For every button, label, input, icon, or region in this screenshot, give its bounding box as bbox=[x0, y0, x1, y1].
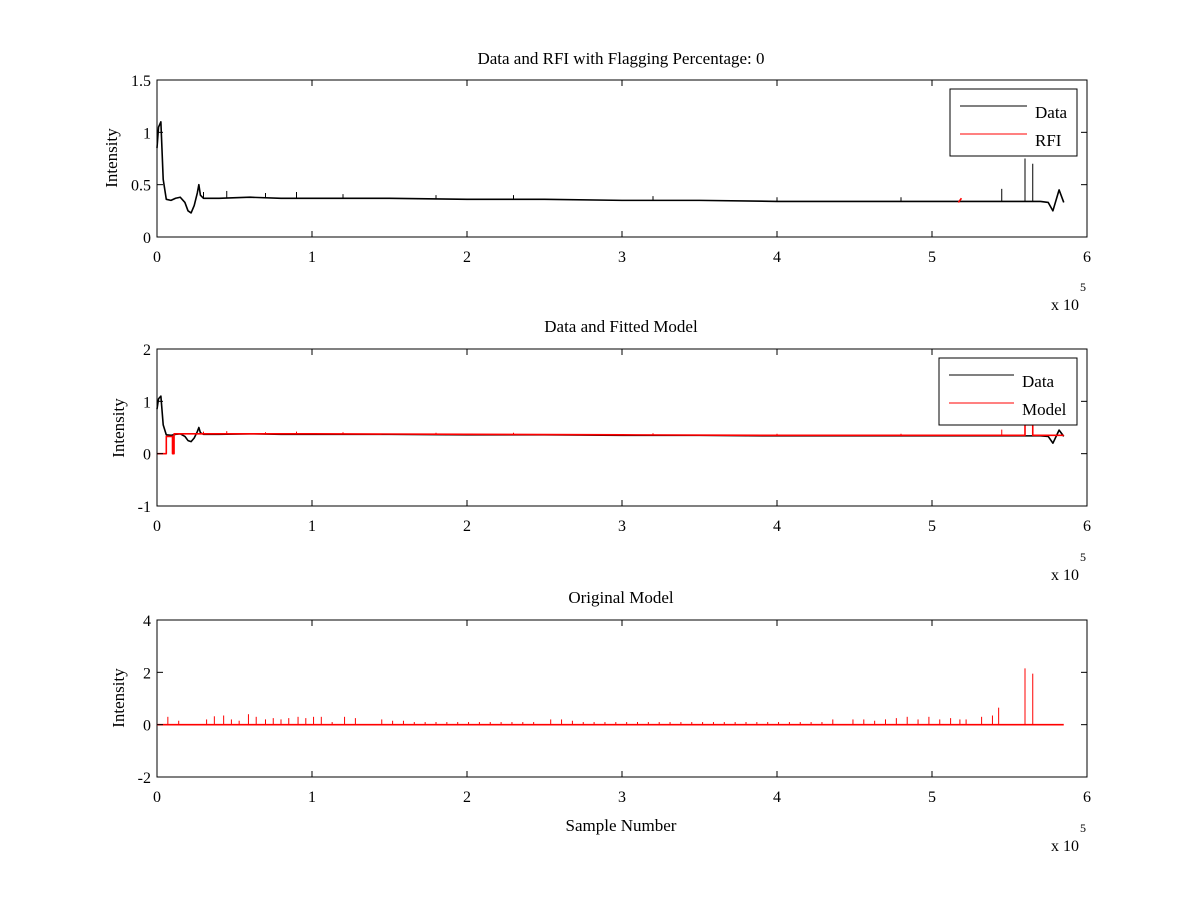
x-tick-label: 3 bbox=[618, 789, 626, 806]
panel-original-model: Original Model Intensity Sample Number x… bbox=[109, 588, 1091, 855]
x-tick-label: 5 bbox=[928, 789, 936, 806]
legend-label-data: Data bbox=[1035, 103, 1068, 122]
x-tick-label: 2 bbox=[463, 249, 471, 266]
legend-frame bbox=[938, 357, 1078, 426]
y-tick-label: -1 bbox=[138, 499, 151, 516]
y-tick-label: 1.5 bbox=[131, 73, 151, 90]
plot-marks bbox=[157, 668, 1064, 726]
x-tick-label: 1 bbox=[308, 518, 316, 535]
x-tick-label: 1 bbox=[308, 789, 316, 806]
x-multiplier-base: x 10 bbox=[1051, 838, 1079, 855]
legend-box: Data RFI bbox=[949, 88, 1078, 157]
y-tick-label: 0 bbox=[143, 447, 151, 464]
y-tick-label: 1 bbox=[143, 394, 151, 411]
x-tick-label: 4 bbox=[773, 249, 781, 266]
y-axis-label: Intensity bbox=[109, 668, 128, 728]
x-tick-label: 0 bbox=[153, 518, 161, 535]
panel-data-and-rfi: Data and RFI with Flagging Percentage: 0… bbox=[102, 49, 1091, 314]
legend-box: Data Model bbox=[938, 357, 1078, 426]
legend-label-model: Model bbox=[1022, 400, 1067, 419]
x-tick-label: 6 bbox=[1083, 518, 1091, 535]
x-multiplier-base: x 10 bbox=[1051, 297, 1079, 314]
y-tick-label: 0.5 bbox=[131, 178, 151, 195]
x-tick-label: 6 bbox=[1083, 789, 1091, 806]
x-tick-label: 6 bbox=[1083, 249, 1091, 266]
x-multiplier-base: x 10 bbox=[1051, 567, 1079, 584]
x-multiplier-exponent: 5 bbox=[1080, 821, 1086, 835]
y-tick-label: 0 bbox=[143, 230, 151, 247]
x-multiplier-exponent: 5 bbox=[1080, 550, 1086, 564]
y-tick-label: 2 bbox=[143, 342, 151, 359]
x-tick-label: 4 bbox=[773, 518, 781, 535]
x-tick-label: 1 bbox=[308, 249, 316, 266]
x-tick-label: 5 bbox=[928, 518, 936, 535]
y-tick-label: 4 bbox=[143, 613, 151, 630]
legend-label-data: Data bbox=[1022, 372, 1055, 391]
x-tick-label: 5 bbox=[928, 249, 936, 266]
x-tick-label: 2 bbox=[463, 518, 471, 535]
panel-title: Data and Fitted Model bbox=[544, 317, 698, 336]
x-tick-label: 0 bbox=[153, 789, 161, 806]
y-tick-label: 2 bbox=[143, 665, 151, 682]
panel-title: Original Model bbox=[568, 588, 674, 607]
x-tick-label: 2 bbox=[463, 789, 471, 806]
panel-title: Data and RFI with Flagging Percentage: 0 bbox=[477, 49, 764, 68]
x-tick-label: 0 bbox=[153, 249, 161, 266]
series-line-rfi bbox=[957, 197, 963, 203]
x-axis-label: Sample Number bbox=[566, 816, 677, 835]
x-multiplier-exponent: 5 bbox=[1080, 280, 1086, 294]
plot-marks bbox=[156, 121, 1065, 214]
panel-data-and-fitted-model: Data and Fitted Model Intensity x 10 5 D… bbox=[109, 317, 1091, 584]
x-tick-label: 3 bbox=[618, 249, 626, 266]
y-tick-label: -2 bbox=[138, 770, 151, 787]
legend-label-rfi: RFI bbox=[1035, 131, 1062, 150]
y-axis-label: Intensity bbox=[109, 398, 128, 458]
x-tick-label: 3 bbox=[618, 518, 626, 535]
y-axis-label: Intensity bbox=[102, 128, 121, 188]
x-tick-label: 4 bbox=[773, 789, 781, 806]
legend-frame bbox=[949, 88, 1078, 157]
y-tick-label: 1 bbox=[143, 125, 151, 142]
y-tick-label: 0 bbox=[143, 718, 151, 735]
